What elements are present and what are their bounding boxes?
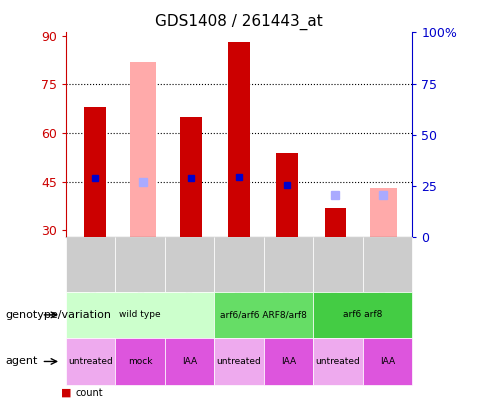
Bar bbox=[84, 107, 105, 237]
Bar bbox=[276, 153, 298, 237]
Text: wild type: wild type bbox=[119, 310, 161, 320]
Text: arf6 arf8: arf6 arf8 bbox=[343, 310, 383, 320]
Text: IAA: IAA bbox=[182, 357, 197, 366]
Text: arf6/arf6 ARF8/arf8: arf6/arf6 ARF8/arf8 bbox=[221, 310, 307, 320]
Text: untreated: untreated bbox=[316, 357, 361, 366]
Text: IAA: IAA bbox=[380, 357, 395, 366]
Text: ■: ■ bbox=[61, 388, 71, 398]
Text: genotype/variation: genotype/variation bbox=[5, 310, 111, 320]
Text: untreated: untreated bbox=[217, 357, 262, 366]
Bar bbox=[130, 62, 156, 237]
Text: count: count bbox=[76, 388, 103, 398]
Bar bbox=[228, 42, 250, 237]
Text: untreated: untreated bbox=[68, 357, 113, 366]
Text: IAA: IAA bbox=[281, 357, 296, 366]
Bar bbox=[370, 188, 397, 237]
Text: mock: mock bbox=[128, 357, 152, 366]
Bar bbox=[180, 117, 202, 237]
Bar bbox=[325, 208, 346, 237]
Title: GDS1408 / 261443_at: GDS1408 / 261443_at bbox=[155, 13, 323, 30]
Text: agent: agent bbox=[5, 356, 37, 367]
